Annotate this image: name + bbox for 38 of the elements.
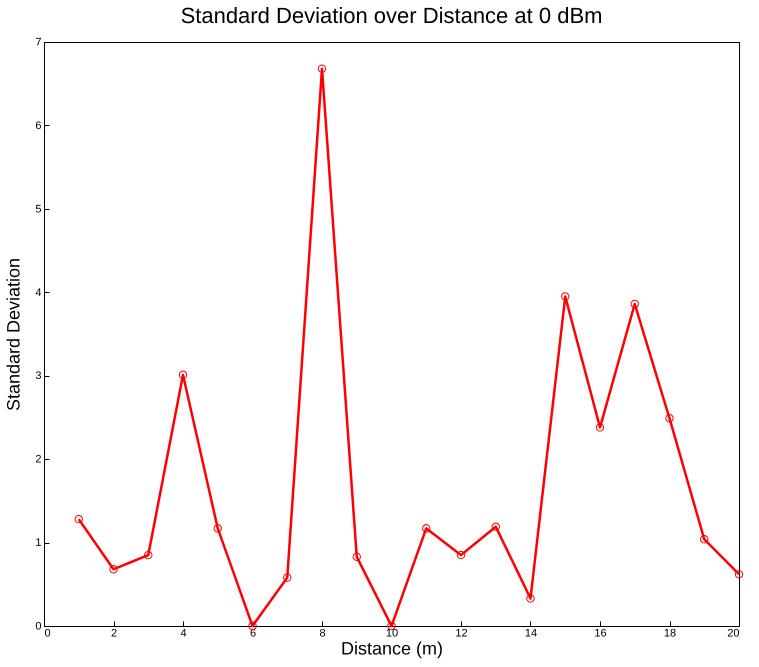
point [144, 550, 152, 560]
x-tick-label: 2 [110, 628, 118, 640]
point [561, 292, 570, 301]
x-tick-label: 14 [524, 628, 538, 640]
x-tick-label: 10 [386, 628, 398, 640]
point [492, 522, 500, 531]
chart-title: Standard Deviation over Distance at 0 dBm [180, 3, 602, 28]
y-tick-label: 2 [35, 454, 42, 466]
y-tick-label: 1 [35, 537, 42, 550]
point [318, 64, 326, 73]
point [665, 414, 674, 422]
x-tick-label: 0 [44, 628, 51, 640]
y-tick-label: 4 [35, 286, 42, 299]
y-tick-label: 7 [35, 36, 42, 48]
point [214, 524, 222, 533]
x-tick-label: 4 [180, 628, 187, 640]
point [630, 300, 639, 308]
point [700, 535, 708, 544]
point [526, 594, 535, 603]
x-tick-label: 18 [664, 628, 676, 640]
point [283, 573, 292, 582]
y-tick-label: 5 [35, 203, 42, 216]
point [596, 423, 604, 432]
point [422, 524, 430, 533]
x-tick-label: 8 [319, 628, 326, 640]
point [109, 565, 118, 574]
point [734, 570, 744, 578]
point [352, 552, 361, 561]
x-tick-label: 12 [455, 628, 468, 640]
y-tick-label: 3 [35, 370, 42, 382]
y-axis-title: Standard Deviation [3, 258, 24, 412]
point [178, 370, 188, 380]
x-tick-label: 16 [594, 628, 607, 640]
y-tick-label: 6 [35, 120, 42, 132]
point [456, 550, 466, 560]
point [74, 515, 83, 524]
x-tick-label: 20 [727, 628, 740, 640]
x-axis-title: Distance (m) [340, 638, 444, 658]
